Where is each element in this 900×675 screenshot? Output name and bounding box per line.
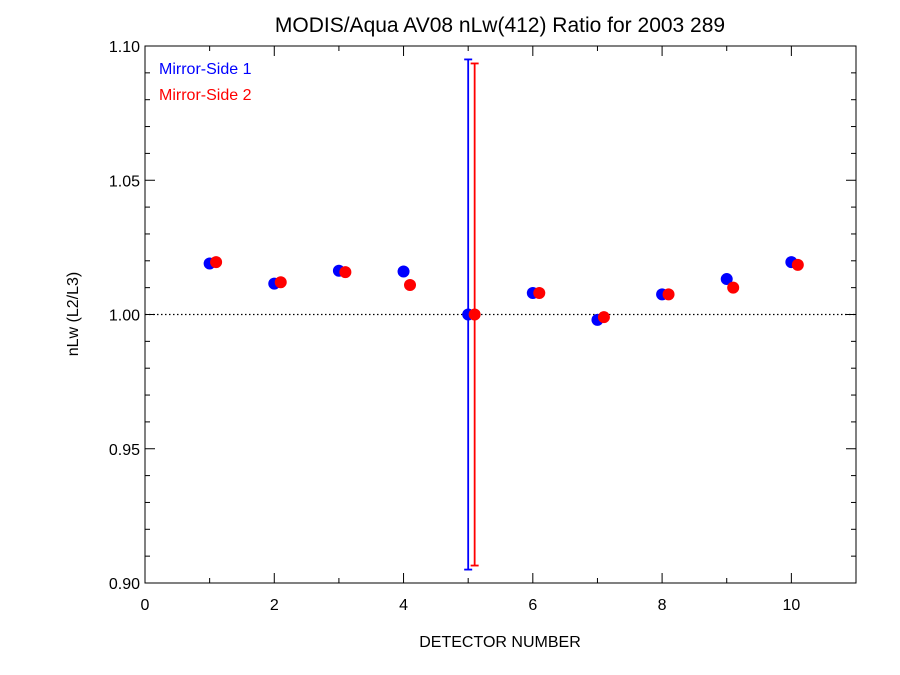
x-tick-label: 6 (528, 597, 537, 614)
x-axis-label: DETECTOR NUMBER (419, 634, 581, 651)
y-tick-label: 0.90 (109, 576, 140, 593)
x-tick-label: 10 (782, 597, 800, 614)
y-tick-label: 1.10 (109, 39, 140, 56)
data-point-series-1 (720, 273, 733, 286)
data-point-series-2 (274, 276, 287, 289)
x-tick-label: 2 (270, 597, 279, 614)
data-point-series-1 (397, 265, 410, 278)
x-tick-label: 0 (141, 597, 150, 614)
x-tick-label: 4 (399, 597, 408, 614)
data-point-series-2 (597, 311, 610, 324)
plot-area: 0 2 4 6 8 10 0.90 0.95 1.00 1.05 1.10 (109, 39, 857, 614)
chart-title: MODIS/Aqua AV08 nLw(412) Ratio for 2003 … (275, 14, 725, 37)
y-tick-label: 1.05 (109, 173, 140, 190)
data-point-series-2 (533, 287, 546, 300)
y-tick-label: 0.95 (109, 442, 140, 459)
legend: Mirror-Side 1 Mirror-Side 2 (159, 61, 252, 104)
data-point-series-2 (468, 308, 481, 321)
data-point-series-2 (662, 288, 675, 301)
data-point-series-2 (404, 278, 417, 291)
y-tick-label: 1.00 (109, 308, 140, 325)
y-axis-label: nLw (L2/L3) (65, 272, 82, 357)
legend-entry-1: Mirror-Side 1 (159, 61, 252, 78)
legend-entry-2: Mirror-Side 2 (159, 87, 252, 104)
data-point-series-2 (791, 258, 804, 271)
data-point-series-2 (727, 281, 740, 294)
data-point-series-2 (339, 266, 352, 279)
data-point-series-2 (210, 256, 223, 269)
x-tick-label: 8 (658, 597, 667, 614)
